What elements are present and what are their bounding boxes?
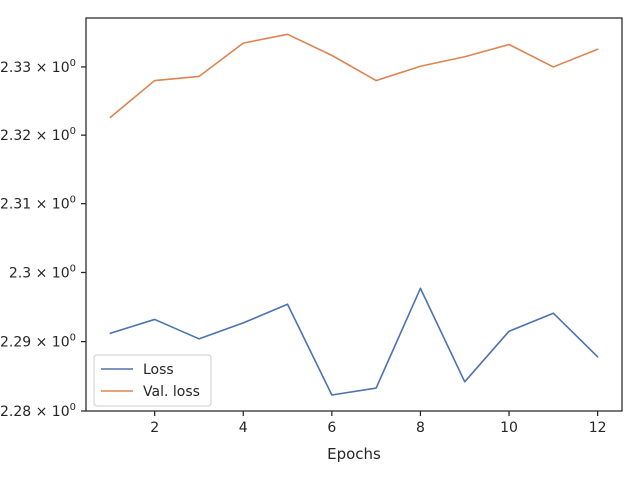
x-axis-ticks: 2 4 6 8 10 12 xyxy=(150,411,607,436)
y-tick-label: 2.29 × 100 xyxy=(0,333,76,351)
x-tick-label: 6 xyxy=(327,420,336,436)
x-tick-label: 8 xyxy=(416,420,425,436)
y-tick-label: 2.31 × 100 xyxy=(0,195,76,213)
series-line-loss xyxy=(109,287,599,396)
y-axis-ticks: 2.28 × 100 2.29 × 100 2.3 × 100 2.31 × 100 2… xyxy=(0,58,86,420)
x-tick-label: 10 xyxy=(500,420,518,436)
series-lines xyxy=(109,33,599,396)
y-tick-label: 2.32 × 100 xyxy=(0,126,76,144)
series-line-val-loss xyxy=(109,33,599,119)
plot-frame xyxy=(85,17,623,412)
x-axis-label: Epochs xyxy=(327,445,381,463)
legend-box xyxy=(93,354,212,407)
x-tick-label: 2 xyxy=(150,420,159,436)
legend: Loss Val. loss xyxy=(93,354,212,407)
legend-label-loss: Loss xyxy=(143,362,174,378)
y-tick-label: 2.3 × 100 xyxy=(9,263,76,281)
x-tick-label: 12 xyxy=(589,420,607,436)
y-tick-label: 2.28 × 100 xyxy=(0,402,76,420)
y-tick-label: 2.33 × 100 xyxy=(0,58,76,76)
x-tick-label: 4 xyxy=(239,420,248,436)
legend-label-val-loss: Val. loss xyxy=(143,384,200,400)
